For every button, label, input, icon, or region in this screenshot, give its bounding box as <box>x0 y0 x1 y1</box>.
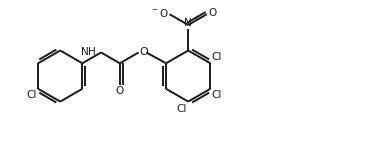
Text: O: O <box>140 47 148 58</box>
Text: N: N <box>185 18 192 28</box>
Text: Cl: Cl <box>211 52 222 62</box>
Text: H: H <box>88 47 96 57</box>
Text: O: O <box>116 86 124 96</box>
Text: $^-$O: $^-$O <box>150 7 169 19</box>
Text: O: O <box>208 8 216 18</box>
Text: N: N <box>81 47 89 57</box>
Text: Cl: Cl <box>27 90 37 100</box>
Text: Cl: Cl <box>211 90 222 100</box>
Text: $^+$: $^+$ <box>192 15 200 24</box>
Text: Cl: Cl <box>177 103 187 114</box>
